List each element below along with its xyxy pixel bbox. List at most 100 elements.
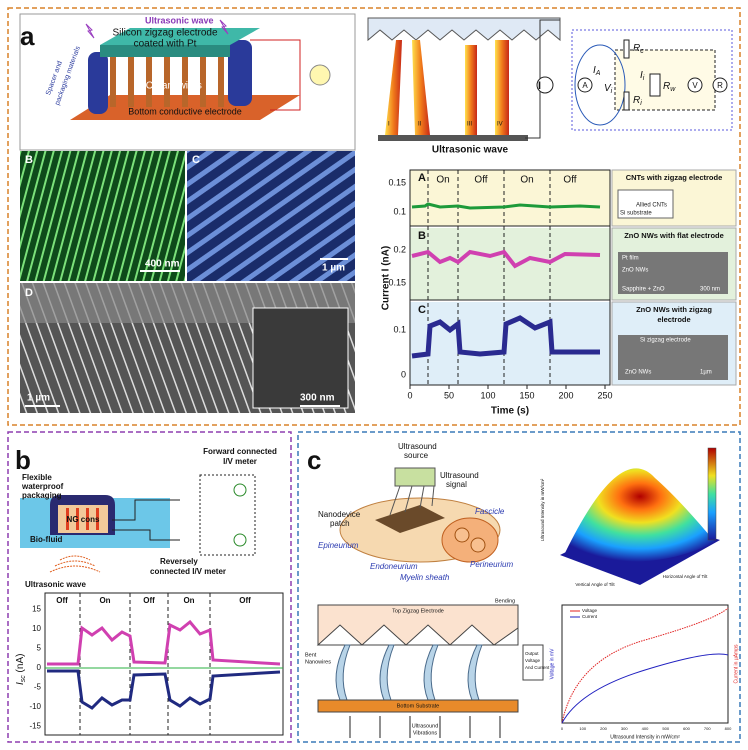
annotation: patch: [330, 519, 350, 528]
y-tick-label: 10: [32, 624, 41, 633]
annotation: Bending: [495, 598, 515, 604]
inset-title: ZnO NWs with flat electrode: [624, 231, 724, 240]
mechanism-schematic: [367, 17, 735, 155]
annotation: waterproof: [21, 482, 64, 491]
symbol: Rc: [633, 43, 644, 55]
x-tick-label: 600: [683, 726, 690, 731]
annotation: Nanodevice: [318, 510, 361, 519]
symbol-base: I: [593, 65, 596, 76]
annotation: coated with Pt: [134, 39, 197, 50]
symbol: Rw: [663, 81, 676, 93]
y-tick-label: 0.1: [393, 324, 406, 334]
row-label: A: [418, 172, 426, 184]
x-tick-label: 800: [725, 726, 732, 731]
x-tick-label: 100: [579, 726, 586, 731]
inset-note: Sapphire + ZnO: [622, 287, 665, 293]
axis-label: Ultrasound Intensity in mW/cm²: [610, 734, 680, 740]
scale-bar-label: 1 µm: [322, 263, 345, 274]
x-tick-label: 50: [444, 390, 454, 400]
annotation: Forward connected: [203, 447, 277, 456]
phase-label: Off: [56, 596, 68, 605]
symbol-base: I: [640, 70, 643, 81]
symbol-base: V: [604, 83, 612, 94]
scale-bar-label: 400 nm: [145, 259, 180, 270]
symbol-sub: sc: [20, 675, 27, 683]
symbol-sub: i: [640, 100, 642, 107]
meter-label: A: [582, 81, 588, 90]
symbol: Vi: [604, 83, 613, 95]
legend-label: Current: [582, 614, 598, 619]
annotation: signal: [446, 480, 467, 489]
axis-label: Current in µAmps: [733, 644, 739, 684]
annotation: Ultrasound: [398, 442, 437, 451]
x-tick-label: 250: [597, 390, 612, 400]
annotation: Ultrasound: [440, 471, 479, 480]
annotation: Bio-fluid: [30, 535, 63, 544]
annotation: packaging: [22, 491, 62, 500]
annotation: Myelin sheath: [400, 573, 450, 582]
sem-images: [20, 151, 355, 413]
inset-title: electrode: [657, 315, 690, 324]
wire-label: IV: [497, 122, 503, 128]
phase-label: On: [183, 596, 194, 605]
inset-note: 1µm: [700, 370, 712, 376]
annotation: Ultrasonic wave: [25, 580, 86, 589]
annotation: Reversely: [160, 557, 198, 566]
annotation: I/V meter: [223, 457, 257, 466]
axis-label: Time (s): [491, 406, 529, 417]
annotation: Ultrasonic wave: [145, 15, 214, 25]
symbol-base: R: [633, 95, 640, 106]
axis-label: Vertical Angle of Tilt: [575, 582, 615, 587]
symbol-sub: i: [643, 75, 645, 82]
annotation: ZnO nanowires: [134, 81, 202, 92]
symbol: Ii: [640, 70, 645, 82]
panel-b-schematic: [20, 474, 256, 573]
panel-c-schematic: [316, 447, 729, 738]
axis-label: Voltage in mV: [549, 648, 555, 680]
annotation: Output: [525, 651, 539, 656]
annotation: connected I/V meter: [150, 567, 226, 576]
panel-label: a: [20, 21, 35, 51]
annotation: Ultrasound: [412, 723, 439, 729]
annotation: Fascicle: [475, 507, 505, 516]
y-tick-label: 0.2: [393, 244, 406, 254]
y-tick-label: -10: [29, 702, 41, 711]
symbol-sub: i: [611, 88, 613, 95]
row-label: C: [418, 304, 426, 316]
y-tick-label: -15: [29, 722, 41, 731]
inset-note: Allied CNTs: [636, 203, 667, 209]
annotation: Epineurium: [318, 541, 359, 550]
annotation: Flexible: [22, 473, 52, 482]
phase-label: On: [520, 175, 533, 186]
annotation: Ultrasonic wave: [432, 145, 509, 156]
symbol-base: I: [15, 682, 26, 685]
y-tick-label: 0: [37, 663, 42, 672]
symbol-base: R: [633, 43, 640, 54]
symbol: IA: [593, 65, 601, 77]
x-tick-label: 200: [600, 726, 607, 731]
symbol: Isc (nA): [15, 654, 27, 685]
current-plot-labels: 0 50 100 150 200 250 On Off On Off A 0.15 0.1 CNTs wi…: [388, 172, 723, 400]
sem-label: B: [25, 154, 33, 166]
inset-title: CNTs with zigzag electrode: [626, 173, 723, 182]
symbol-sub: A: [595, 70, 601, 77]
panel-a-schematic: [19, 13, 356, 151]
row-label: B: [418, 230, 426, 242]
x-tick-label: 150: [519, 390, 534, 400]
y-tick-label: 15: [32, 605, 41, 614]
annotation: source: [404, 451, 429, 460]
annotation: Endoneurium: [370, 562, 418, 571]
panel-label: c: [307, 445, 321, 475]
y-tick-label: 5: [37, 644, 42, 653]
inset-note: Si substrate: [620, 211, 652, 217]
axis-label: Ultrasound Intensity in mW/cm²: [540, 478, 545, 541]
inset-note: Pt film: [622, 256, 639, 262]
x-tick-label: 400: [642, 726, 649, 731]
annotation: Nanowires: [305, 659, 331, 665]
inset-note: Si zigzag electrode: [640, 338, 691, 344]
legend-label: Voltage: [582, 608, 598, 613]
annotation: Vibrations: [413, 730, 438, 736]
y-tick-label: 0.1: [393, 206, 406, 216]
